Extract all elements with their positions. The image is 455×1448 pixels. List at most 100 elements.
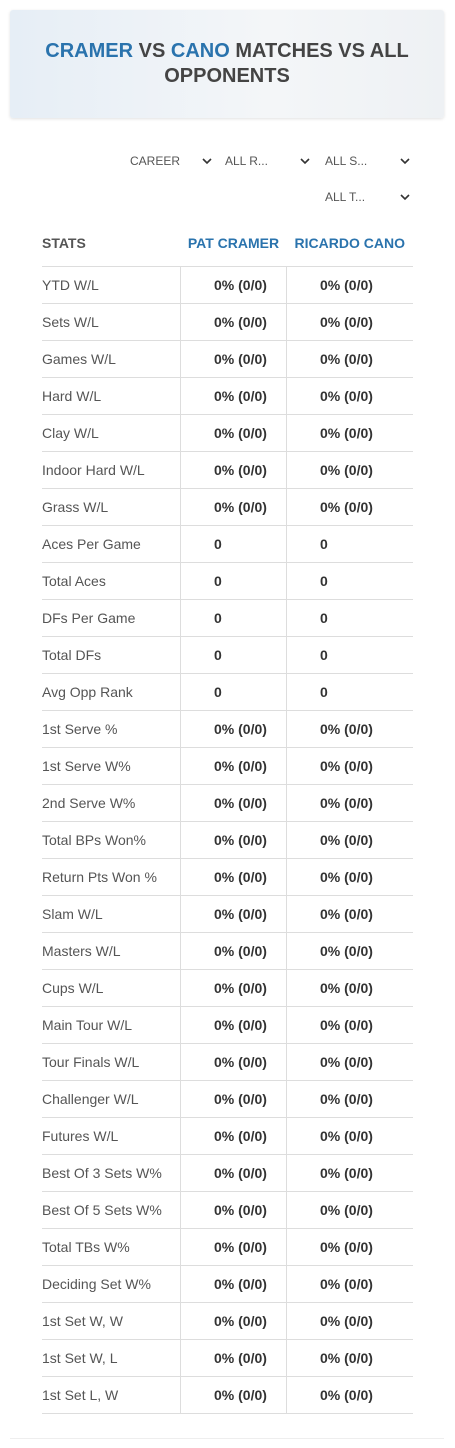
chevron-path (400, 194, 410, 201)
stat-value: 0% (0/0) (286, 340, 413, 378)
stat-value: 0% (0/0) (180, 1265, 287, 1303)
stat-value: 0% (0/0) (180, 932, 287, 970)
stat-value: 0% (0/0) (180, 1006, 287, 1044)
title: CRAMER VS CANO MATCHES VS ALL OPPONENTS (22, 39, 432, 89)
table-row: 2nd Serve W% 0% (0/0) 0% (0/0) (42, 784, 413, 822)
table-row: Best Of 5 Sets W% 0% (0/0) 0% (0/0) (42, 1191, 413, 1229)
table-row: Clay W/L 0% (0/0) 0% (0/0) (42, 414, 413, 452)
stat-value: 0% (0/0) (180, 1191, 287, 1229)
column-header: PAT CRAMER (180, 219, 287, 267)
stat-label: Total BPs Won% (42, 821, 181, 859)
stat-label: Slam W/L (42, 895, 181, 933)
stat-value: 0% (0/0) (286, 895, 413, 933)
table-row: Challenger W/L 0% (0/0) 0% (0/0) (42, 1080, 413, 1118)
stat-value: 0% (0/0) (286, 710, 413, 748)
table-row: Sets W/L 0% (0/0) 0% (0/0) (42, 303, 413, 341)
stat-value: 0% (0/0) (180, 1339, 287, 1377)
stat-label: 1st Serve % (42, 710, 181, 748)
stat-value: 0 (180, 673, 287, 711)
table-row: Best Of 3 Sets W% 0% (0/0) 0% (0/0) (42, 1154, 413, 1192)
stat-value: 0% (0/0) (286, 1339, 413, 1377)
stat-value: 0% (0/0) (286, 932, 413, 970)
stat-label: Futures W/L (42, 1117, 181, 1155)
stat-value: 0% (0/0) (286, 303, 413, 341)
stat-value: 0% (0/0) (180, 784, 287, 822)
table-row: Avg Opp Rank 0 0 (42, 673, 413, 711)
stat-value: 0% (0/0) (180, 710, 287, 748)
stat-label: Clay W/L (42, 414, 181, 452)
table-head: STATS PAT CRAMER RICARDO CANO (42, 219, 413, 267)
stat-label: 1st Serve W% (42, 747, 181, 785)
stat-value: 0 (286, 562, 413, 600)
stat-value: 0% (0/0) (286, 1376, 413, 1414)
stat-label: Aces Per Game (42, 525, 181, 563)
player-name: CANO (170, 40, 230, 62)
stat-value: 0% (0/0) (180, 895, 287, 933)
stat-value: 0% (0/0) (286, 784, 413, 822)
table-row: Futures W/L 0% (0/0) 0% (0/0) (42, 1117, 413, 1155)
stat-value: 0% (0/0) (286, 1154, 413, 1192)
table-row: Slam W/L 0% (0/0) 0% (0/0) (42, 895, 413, 933)
stat-value: 0% (0/0) (286, 414, 413, 452)
filter-label: ALL R... (225, 154, 268, 168)
stat-value: 0 (180, 562, 287, 600)
filter-select[interactable]: ALL T... (325, 187, 410, 207)
stat-label: Best Of 5 Sets W% (42, 1191, 181, 1229)
stat-value: 0% (0/0) (180, 1302, 287, 1340)
stat-value: 0% (0/0) (180, 340, 287, 378)
table-row: YTD W/L 0% (0/0) 0% (0/0) (42, 266, 413, 304)
filter-label: ALL S... (325, 154, 368, 168)
stat-label: Total TBs W% (42, 1228, 181, 1266)
stat-label: Indoor Hard W/L (42, 451, 181, 489)
stat-label: 1st Set L, W (42, 1376, 181, 1414)
stat-value: 0% (0/0) (180, 1043, 287, 1081)
stat-value: 0% (0/0) (286, 1228, 413, 1266)
stat-value: 0% (0/0) (180, 451, 287, 489)
stat-label: Tour Finals W/L (42, 1043, 181, 1081)
stat-value: 0% (0/0) (286, 969, 413, 1007)
table-row: Return Pts Won % 0% (0/0) 0% (0/0) (42, 858, 413, 896)
table-row: Hard W/L 0% (0/0) 0% (0/0) (42, 377, 413, 415)
stat-value: 0% (0/0) (180, 1228, 287, 1266)
table-row: Games W/L 0% (0/0) 0% (0/0) (42, 340, 413, 378)
stat-value: 0 (180, 636, 287, 674)
filter-select[interactable]: CAREER (130, 151, 212, 171)
stat-label: Main Tour W/L (42, 1006, 181, 1044)
stat-value: 0% (0/0) (286, 1265, 413, 1303)
stat-label: 1st Set W, L (42, 1339, 181, 1377)
stat-value: 0% (0/0) (180, 377, 287, 415)
stat-label: Hard W/L (42, 377, 181, 415)
stat-label: Sets W/L (42, 303, 181, 341)
chevron (300, 158, 310, 165)
stat-label: Total DFs (42, 636, 181, 674)
stat-value: 0% (0/0) (286, 1117, 413, 1155)
title-card: CRAMER VS CANO MATCHES VS ALL OPPONENTS (10, 10, 444, 118)
stat-label: DFs Per Game (42, 599, 181, 637)
stat-label: YTD W/L (42, 266, 181, 304)
table-row: Grass W/L 0% (0/0) 0% (0/0) (42, 488, 413, 526)
filter-select[interactable]: ALL R... (225, 151, 310, 171)
stat-value: 0% (0/0) (286, 266, 413, 304)
table-body: YTD W/L 0% (0/0) 0% (0/0) Sets W/L 0% (0/0) 0… (42, 266, 413, 1414)
header-row: STATS PAT CRAMER RICARDO CANO (42, 219, 413, 267)
table-row: Masters W/L 0% (0/0) 0% (0/0) (42, 932, 413, 970)
table-row: Cups W/L 0% (0/0) 0% (0/0) (42, 969, 413, 1007)
stat-label: Deciding Set W% (42, 1265, 181, 1303)
column-header: RICARDO CANO (286, 219, 413, 267)
table-row: Aces Per Game 0 0 (42, 525, 413, 563)
chevron-path (300, 158, 310, 165)
filter-select[interactable]: ALL S... (325, 151, 410, 171)
stat-value: 0% (0/0) (180, 858, 287, 896)
stat-value: 0% (0/0) (180, 266, 287, 304)
stat-value: 0% (0/0) (286, 1191, 413, 1229)
filter-label: CAREER (130, 154, 181, 168)
stat-value: 0% (0/0) (180, 1080, 287, 1118)
table-row: DFs Per Game 0 0 (42, 599, 413, 637)
stat-value: 0% (0/0) (180, 414, 287, 452)
filter-label: ALL T... (325, 190, 366, 204)
stat-value: 0% (0/0) (286, 821, 413, 859)
table-row: Total DFs 0 0 (42, 636, 413, 674)
table-row: Deciding Set W% 0% (0/0) 0% (0/0) (42, 1265, 413, 1303)
table-row: Tour Finals W/L 0% (0/0) 0% (0/0) (42, 1043, 413, 1081)
